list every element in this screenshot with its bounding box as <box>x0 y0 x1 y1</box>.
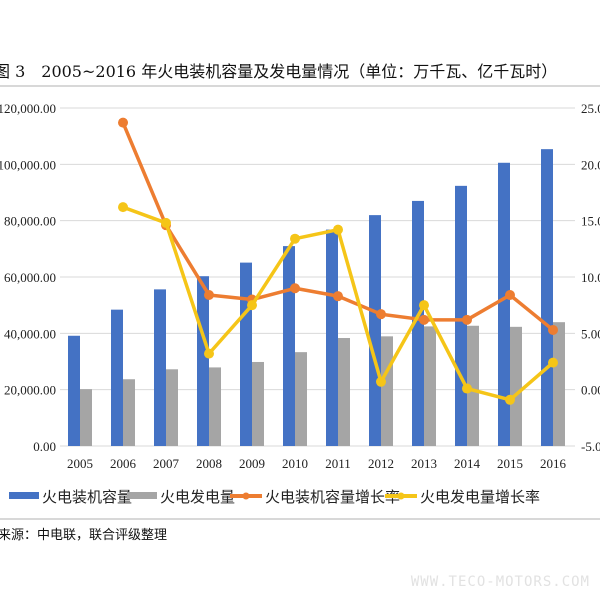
point-generation-growth <box>462 383 472 394</box>
bar-generation <box>123 379 135 446</box>
bar-capacity <box>326 229 338 446</box>
bar-capacity <box>111 309 123 446</box>
x-axis-tick-label: 2007 <box>153 456 180 471</box>
bar-capacity <box>154 289 166 446</box>
legend-label: 火电发电量增长率 <box>420 488 540 506</box>
point-capacity-growth <box>204 290 214 301</box>
x-axis-tick-label: 2009 <box>239 456 265 471</box>
bar-generation <box>553 322 565 446</box>
bar-capacity <box>283 246 295 446</box>
point-generation-growth <box>204 348 214 359</box>
point-generation-growth <box>505 394 515 405</box>
chart-title: 图 3 2005~2016 年火电装机容量及发电量情况（单位：万千瓦、亿千瓦时） <box>0 62 558 81</box>
bar-generation <box>424 326 436 446</box>
point-capacity-growth <box>548 324 558 335</box>
point-capacity-growth <box>290 283 300 294</box>
point-generation-growth <box>376 376 386 387</box>
x-axis-tick-label: 2011 <box>325 456 351 471</box>
point-generation-growth <box>419 300 429 311</box>
legend-label: 火电装机容量增长率 <box>265 488 400 506</box>
left-axis-tick-label: 100,000.00 <box>0 157 56 172</box>
x-axis-tick-label: 2014 <box>454 456 481 471</box>
left-axis-tick-label: 60,000.00 <box>4 270 56 285</box>
bar-capacity <box>240 262 252 446</box>
x-axis-tick-label: 2008 <box>196 456 222 471</box>
x-axis-tick-label: 2013 <box>411 456 437 471</box>
point-capacity-growth <box>462 314 472 325</box>
left-axis-tick-label: 120,000.00 <box>0 101 56 116</box>
legend-marker <box>242 492 250 500</box>
x-axis-tick-label: 2005 <box>67 456 93 471</box>
left-axis-tick-label: 40,000.00 <box>4 326 56 341</box>
x-axis-tick-label: 2006 <box>110 456 137 471</box>
right-axis-tick-label: 15.00 <box>581 214 600 229</box>
bar-generation <box>381 336 393 446</box>
bar-capacity <box>498 162 510 447</box>
left-axis-tick-label: 0.00 <box>33 439 56 454</box>
legend-label: 火电发电量 <box>160 488 235 506</box>
bar-generation <box>80 389 92 446</box>
x-axis-tick-label: 2016 <box>540 456 567 471</box>
point-capacity-growth <box>505 290 515 301</box>
bar-generation <box>295 352 307 446</box>
point-generation-growth <box>247 300 257 311</box>
source-divider <box>0 518 600 520</box>
point-capacity-growth <box>419 314 429 325</box>
source-note: 来源：中电联，联合评级整理 <box>0 528 168 543</box>
watermark: WWW.TECO-MOTORS.COM <box>410 574 590 590</box>
x-axis-tick-label: 2015 <box>497 456 523 471</box>
right-axis-tick-label: -5.00 <box>581 439 600 454</box>
right-axis-tick-label: 0.00 <box>581 383 600 398</box>
x-axis-tick-label: 2010 <box>282 456 308 471</box>
legend-swatch <box>127 492 157 499</box>
bar-capacity <box>369 215 381 446</box>
left-axis-tick-label: 20,000.00 <box>4 383 56 398</box>
right-axis-tick-label: 20.00 <box>581 157 600 172</box>
point-generation-growth <box>333 224 343 235</box>
point-generation-growth <box>161 217 171 228</box>
bar-generation <box>252 361 264 446</box>
point-capacity-growth <box>118 117 128 128</box>
point-generation-growth <box>548 357 558 368</box>
bar-generation <box>338 338 350 446</box>
point-capacity-growth <box>333 291 343 302</box>
bar-capacity <box>541 149 553 446</box>
bar-generation <box>510 326 522 446</box>
bar-generation <box>209 367 221 446</box>
bar-capacity <box>68 335 80 446</box>
bar-capacity <box>197 276 209 446</box>
bar-generation <box>166 369 178 446</box>
point-generation-growth <box>290 233 300 244</box>
right-axis-tick-label: 10.00 <box>581 270 600 285</box>
right-axis-tick-label: 5.00 <box>581 326 600 341</box>
title-divider <box>0 85 600 87</box>
left-axis-tick-label: 80,000.00 <box>4 214 56 229</box>
legend-marker <box>397 492 405 500</box>
point-capacity-growth <box>376 309 386 320</box>
legend-swatch <box>9 492 39 499</box>
right-axis-tick-label: 25.00 <box>581 101 600 116</box>
bar-generation <box>467 325 479 446</box>
combo-chart: 0.00 -5.00 20,000.00 0.00 40,000.00 5.00 60,00… <box>0 101 600 506</box>
point-generation-growth <box>118 202 128 213</box>
bar-capacity <box>412 200 424 446</box>
x-axis-tick-label: 2012 <box>368 456 394 471</box>
legend-label: 火电装机容量 <box>42 488 132 506</box>
